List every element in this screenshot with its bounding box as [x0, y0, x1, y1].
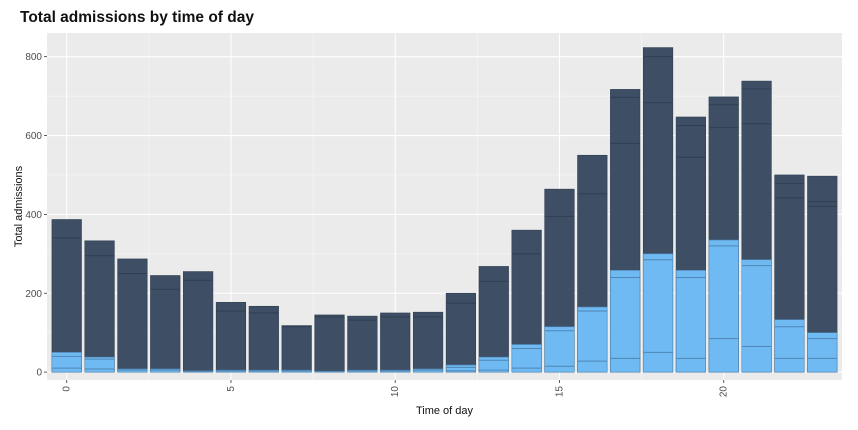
- bar-dark-segment: [445, 292, 477, 373]
- x-tick-label: 10: [390, 386, 401, 398]
- bar-light-segment: [675, 270, 706, 373]
- x-tick-label: 0: [62, 386, 73, 392]
- y-tick-label: 400: [25, 210, 42, 221]
- bar-dark-segment: [215, 302, 247, 373]
- bar-dark-segment: [150, 275, 181, 373]
- bar-light-segment: [741, 259, 772, 373]
- bar-dark-segment: [51, 219, 82, 373]
- axes: 0 200 400 600 800 0 5 10 15 20: [25, 52, 729, 397]
- x-tick-label: 5: [226, 386, 237, 392]
- bar-dark-segment: [84, 240, 115, 373]
- chart-title: Total admissions by time of day: [20, 9, 254, 26]
- x-axis-title: Time of day: [416, 405, 474, 417]
- bar-light-segment: [807, 332, 838, 373]
- y-tick-label: 200: [25, 289, 42, 300]
- x-tick-label: 15: [554, 386, 565, 398]
- bar-light-segment: [544, 326, 575, 373]
- bar-dark-segment: [412, 311, 444, 373]
- bar-dark-segment: [183, 271, 214, 373]
- y-tick-label: 800: [25, 52, 42, 63]
- y-tick-label: 600: [25, 131, 42, 142]
- bar-light-segment: [774, 319, 805, 373]
- bar-light-segment: [610, 270, 641, 373]
- bars: [51, 47, 838, 373]
- bar-dark-segment: [117, 258, 148, 373]
- x-tick-label: 20: [719, 386, 730, 398]
- bar-dark-segment: [314, 314, 345, 373]
- bar-dark-segment: [380, 312, 411, 373]
- bar-light-segment: [577, 306, 608, 373]
- y-tick-label: 0: [36, 368, 42, 379]
- bar-dark-segment: [478, 266, 509, 373]
- bar-dark-segment: [248, 305, 279, 373]
- bar-light-segment: [445, 364, 477, 373]
- bar-dark-segment: [347, 315, 378, 373]
- bar-light-segment: [642, 253, 674, 373]
- bar-light-segment: [511, 344, 542, 373]
- bar-dark-segment: [281, 325, 312, 373]
- bar-light-segment: [708, 239, 739, 373]
- bar-light-segment: [84, 356, 115, 373]
- bar-light-segment: [478, 356, 509, 373]
- y-axis-title: Total admissions: [13, 165, 25, 247]
- bar-light-segment: [51, 352, 82, 373]
